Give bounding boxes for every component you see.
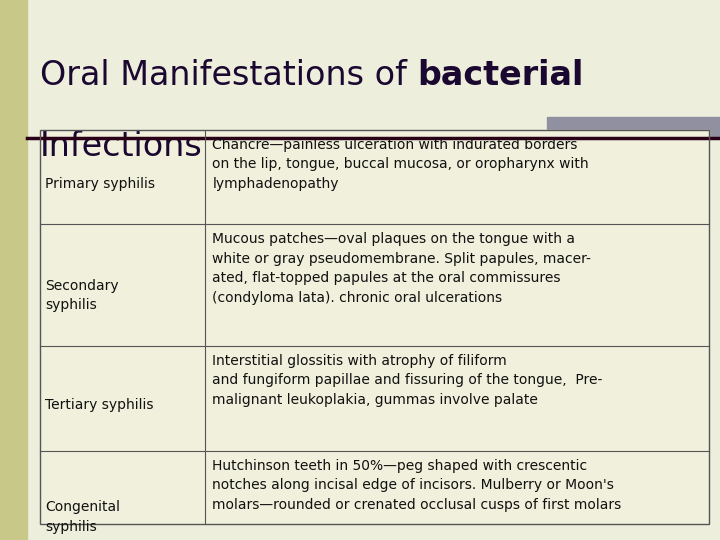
Text: Infections: Infections [40,130,202,163]
Bar [40,130,709,524]
Text: Primary syphilis: Primary syphilis [45,177,156,191]
Text: Oral Manifestations of: Oral Manifestations of [40,59,417,92]
Text: Secondary
syphilis: Secondary syphilis [45,279,119,313]
Text: Interstitial glossitis with atrophy of filiform
and fungiform papillae and fissu: Interstitial glossitis with atrophy of f… [212,354,603,407]
Bar [547,117,720,138]
Text: Hutchinson teeth in 50%—peg shaped with crescentic
notches along incisal edge of: Hutchinson teeth in 50%—peg shaped with … [212,459,621,512]
Text: Tertiary syphilis: Tertiary syphilis [45,399,154,412]
Text: bacterial: bacterial [417,59,583,92]
Text: Chancre—painless ulceration with indurated borders
on the lip, tongue, buccal mu: Chancre—painless ulceration with indurat… [212,138,589,191]
Bar [0,0,27,540]
Text: Mucous patches—oval plaques on the tongue with a
white or gray pseudomembrane. S: Mucous patches—oval plaques on the tongu… [212,232,591,305]
Bar [40,130,709,524]
Text: Congenital
syphilis: Congenital syphilis [45,500,120,534]
